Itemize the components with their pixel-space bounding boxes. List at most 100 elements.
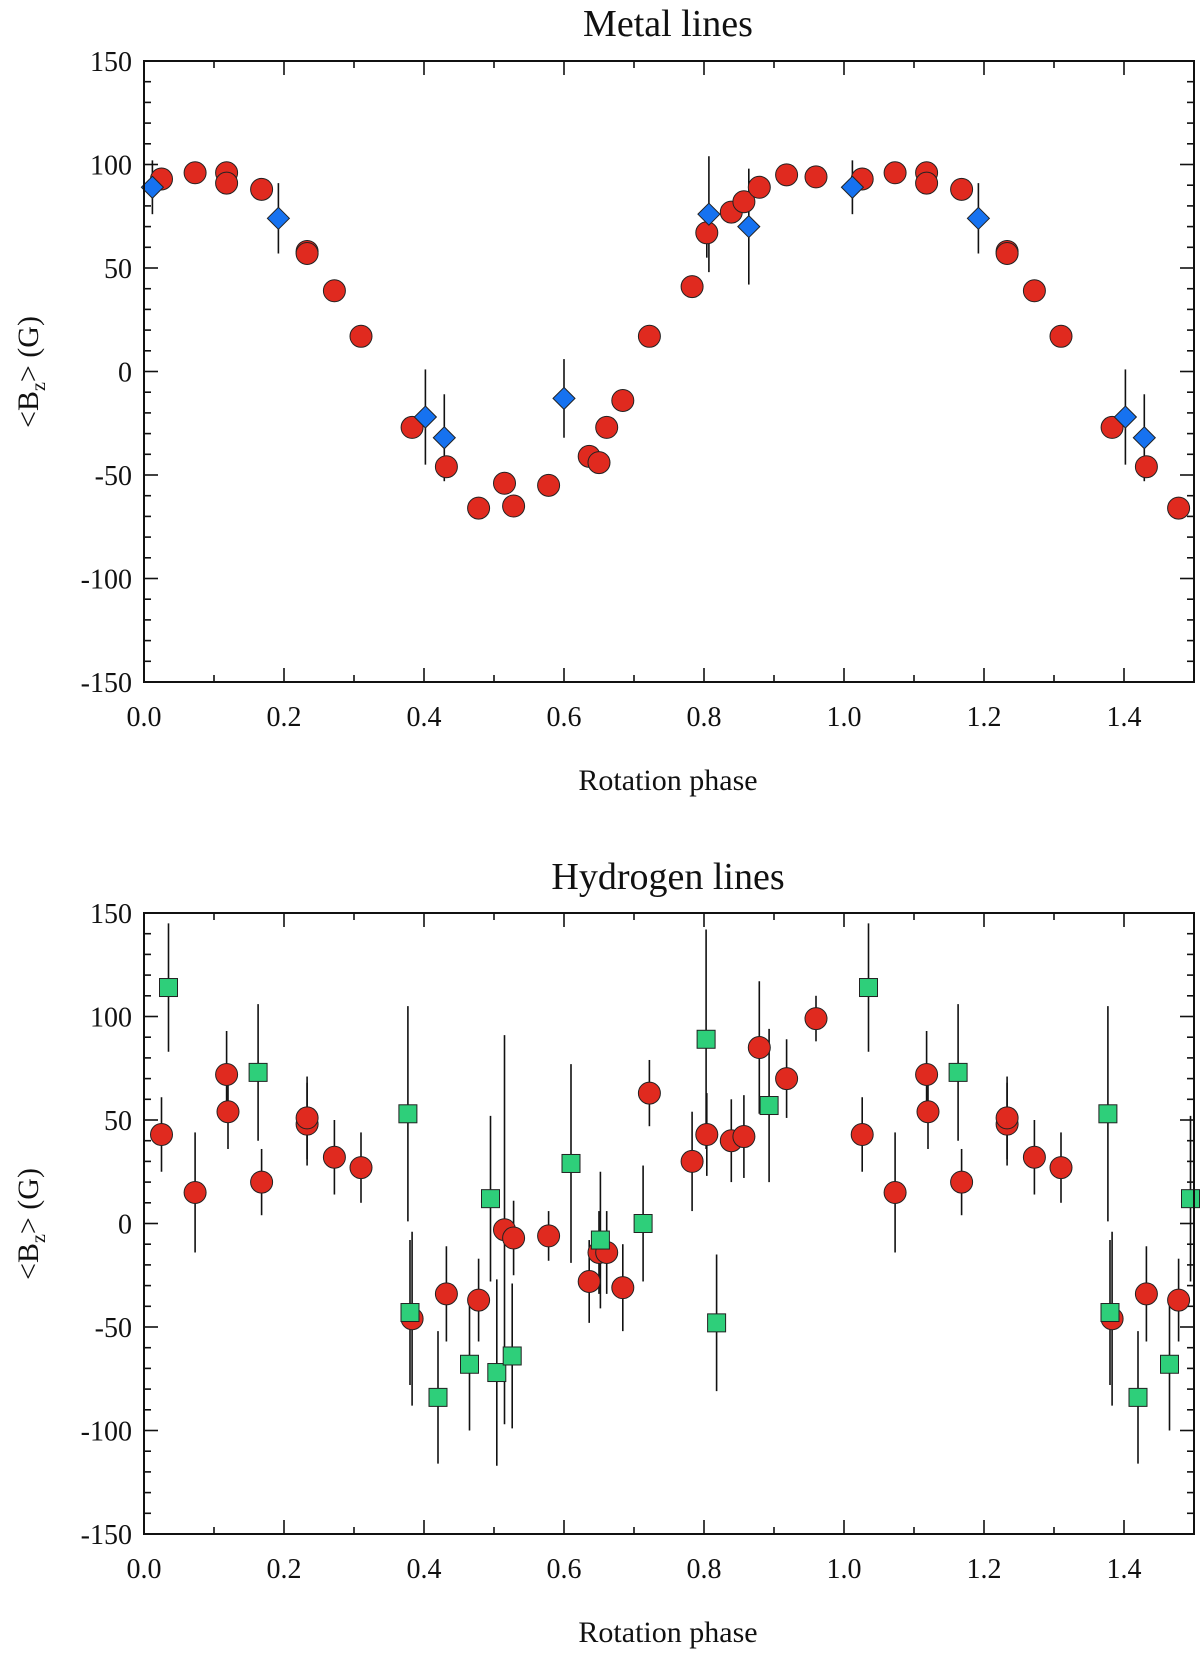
chart-title: Hydrogen lines bbox=[551, 856, 784, 898]
data-point-circle bbox=[775, 163, 799, 187]
data-point-circle bbox=[1134, 1282, 1158, 1306]
data-markers bbox=[140, 161, 1191, 520]
data-point-circle bbox=[215, 171, 239, 195]
data-point-circle bbox=[150, 1122, 173, 1146]
data-point-diamond bbox=[552, 386, 576, 411]
data-point-circle bbox=[637, 324, 661, 348]
data-point-square bbox=[481, 1189, 500, 1209]
y-tick-label: 50 bbox=[104, 254, 132, 285]
data-point-circle bbox=[493, 471, 516, 495]
y-tick-label: 0 bbox=[118, 1210, 132, 1241]
data-point-circle bbox=[995, 242, 1019, 266]
x-tick-label: 1.2 bbox=[967, 1554, 1002, 1585]
y-axis-label-rest: > (G) bbox=[12, 1168, 45, 1234]
data-point-circle bbox=[915, 1062, 939, 1086]
data-point-circle bbox=[695, 1122, 719, 1146]
data-point-diamond bbox=[966, 206, 991, 231]
data-point-square bbox=[248, 1062, 268, 1082]
y-tick-label: -150 bbox=[81, 1520, 132, 1551]
x-tick-label: 0.4 bbox=[407, 702, 442, 733]
data-point-circle bbox=[537, 473, 561, 497]
data-point-circle bbox=[695, 221, 719, 245]
chart-title: Metal lines bbox=[583, 3, 753, 45]
data-point-diamond bbox=[1113, 405, 1138, 429]
data-point-circle bbox=[950, 177, 974, 201]
data-point-square bbox=[1181, 1189, 1200, 1209]
data-point-circle bbox=[850, 1122, 874, 1146]
data-point-square bbox=[696, 1029, 716, 1049]
y-tick-label: -150 bbox=[81, 668, 132, 699]
data-point-circle bbox=[587, 451, 611, 475]
data-point-circle bbox=[467, 1288, 491, 1312]
x-tick-label: 0.2 bbox=[267, 702, 302, 733]
data-point-circle bbox=[732, 190, 756, 214]
data-point-square bbox=[561, 1153, 581, 1173]
data-point-square bbox=[159, 978, 178, 998]
data-point-circle bbox=[1049, 324, 1073, 348]
y-axis-label-subscript: z bbox=[28, 382, 50, 391]
data-point-square bbox=[1128, 1387, 1148, 1407]
x-tick-labels: 0.0 0.2 0.4 0.6 0.8 1.0 1.2 1.4 bbox=[127, 702, 1142, 733]
x-axis-label: Rotation phase bbox=[578, 764, 757, 797]
y-tick-label: 0 bbox=[118, 358, 132, 389]
y-tick-label: -100 bbox=[81, 565, 132, 596]
x-axis-label: Rotation phase bbox=[578, 1616, 757, 1649]
data-point-circle bbox=[732, 1125, 756, 1149]
x-tick-label: 0.8 bbox=[687, 1554, 722, 1585]
data-point-circle bbox=[611, 1276, 635, 1300]
x-tick-labels: 0.0 0.2 0.4 0.6 0.8 1.0 1.2 1.4 bbox=[127, 1554, 1142, 1585]
data-point-circle bbox=[915, 171, 939, 195]
data-point-circle bbox=[434, 1282, 458, 1306]
plot-frame bbox=[143, 912, 1195, 1535]
y-axis-label: <Bz> (G) bbox=[12, 316, 50, 428]
plot-frame bbox=[143, 60, 1195, 683]
y-axis-label-rest: > (G) bbox=[12, 316, 45, 382]
data-point-circle bbox=[322, 1145, 346, 1169]
data-point-circle bbox=[1167, 496, 1191, 520]
data-point-square bbox=[1100, 1303, 1120, 1323]
y-axis-label-main: <B bbox=[12, 1243, 45, 1280]
data-point-circle bbox=[183, 1180, 207, 1204]
data-point-circle bbox=[595, 415, 619, 439]
data-point-circle bbox=[467, 496, 491, 520]
data-point-square bbox=[428, 1387, 448, 1407]
data-point-circle bbox=[400, 415, 424, 439]
data-point-square bbox=[502, 1346, 522, 1366]
data-point-circle bbox=[183, 161, 207, 185]
data-point-circle bbox=[295, 242, 319, 266]
data-point-circle bbox=[349, 324, 373, 348]
x-tick-label: 1.0 bbox=[827, 1554, 862, 1585]
data-markers bbox=[150, 978, 1200, 1407]
data-point-circle bbox=[250, 177, 274, 201]
y-tick-label: -100 bbox=[81, 1417, 132, 1448]
data-point-square bbox=[948, 1062, 968, 1082]
metal-lines-panel: Metal lines 0.0 0.2 0.4 0.6 0.8 1.0 1.2 1.4 150… bbox=[12, 3, 1195, 797]
data-point-square bbox=[1160, 1354, 1179, 1374]
data-point-square bbox=[707, 1313, 727, 1333]
x-tick-label: 0.8 bbox=[687, 702, 722, 733]
x-tick-label: 0.2 bbox=[267, 1554, 302, 1585]
data-point-square bbox=[633, 1214, 653, 1233]
data-point-square bbox=[759, 1096, 779, 1116]
y-tick-labels: 150 100 50 0 -50 -100 -150 bbox=[81, 899, 132, 1551]
data-point-circle bbox=[502, 1226, 526, 1250]
y-tick-labels: 150 100 50 0 -50 -100 -150 bbox=[81, 47, 132, 699]
x-tick-label: 1.4 bbox=[1107, 702, 1142, 733]
data-point-circle bbox=[883, 161, 907, 185]
y-tick-label: 150 bbox=[90, 899, 132, 930]
y-tick-label: -50 bbox=[95, 461, 132, 492]
data-point-circle bbox=[577, 1269, 601, 1293]
data-point-square bbox=[859, 978, 878, 998]
data-point-circle bbox=[747, 1036, 771, 1060]
data-point-circle bbox=[950, 1170, 974, 1194]
data-point-circle bbox=[349, 1156, 373, 1180]
y-tick-label: 100 bbox=[90, 151, 132, 182]
data-point-diamond bbox=[737, 214, 761, 239]
data-point-diamond bbox=[266, 206, 291, 231]
error-bars bbox=[151, 156, 1146, 482]
data-point-circle bbox=[295, 1106, 319, 1130]
data-point-square bbox=[1098, 1104, 1118, 1124]
y-axis-label-subscript: z bbox=[28, 1234, 50, 1243]
data-point-circle bbox=[680, 1149, 704, 1173]
